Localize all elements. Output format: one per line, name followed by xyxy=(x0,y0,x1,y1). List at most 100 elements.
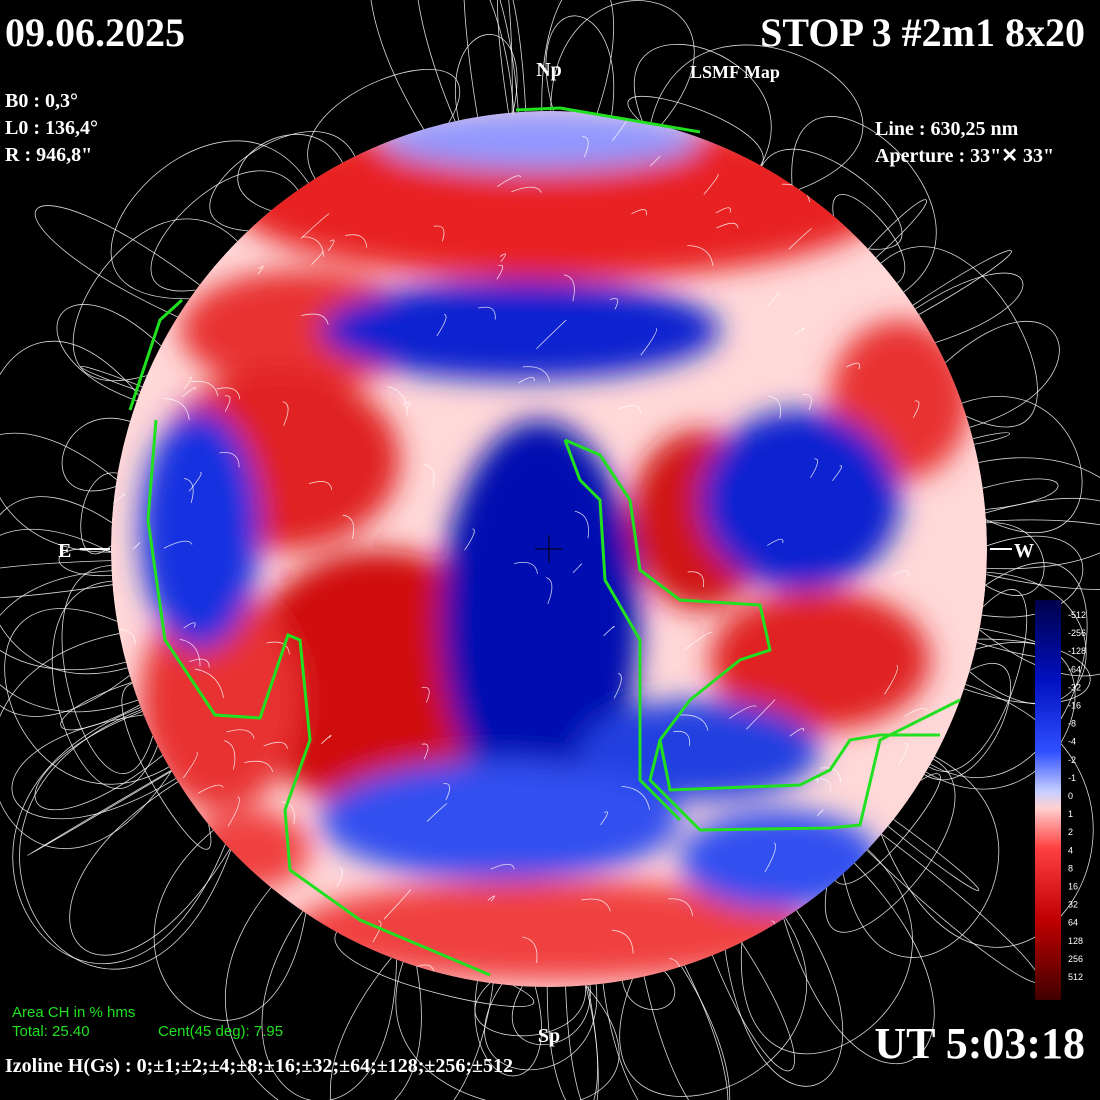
field-line xyxy=(328,239,335,251)
field-line xyxy=(345,234,368,248)
field-line xyxy=(621,971,676,1011)
field-line xyxy=(518,376,535,384)
field-line xyxy=(761,148,903,250)
field-line xyxy=(603,625,615,637)
field-line xyxy=(546,985,598,1100)
field-line xyxy=(513,561,538,574)
colorbar-label: 2 xyxy=(1068,827,1073,837)
field-line xyxy=(813,778,832,792)
field-line xyxy=(791,116,937,293)
field-line xyxy=(153,830,307,1021)
b0: B0 : 0,3° xyxy=(5,90,78,112)
field-line xyxy=(640,328,658,356)
field-line xyxy=(678,714,709,731)
colorbar-label: -64 xyxy=(1068,664,1081,674)
field-line xyxy=(618,405,642,414)
field-line xyxy=(224,740,236,770)
field-line xyxy=(574,510,589,539)
field-line xyxy=(263,741,288,749)
field-line xyxy=(188,471,202,492)
colorbar xyxy=(1035,600,1061,1000)
field-line xyxy=(209,131,356,232)
field-line xyxy=(789,727,805,737)
field-line xyxy=(802,394,812,411)
colorbar-label: 128 xyxy=(1068,936,1083,946)
field-line xyxy=(619,917,808,1097)
field-line xyxy=(724,910,844,1087)
field-line xyxy=(545,577,553,605)
field-line xyxy=(884,664,898,695)
field-line xyxy=(224,887,422,1100)
field-line xyxy=(497,175,522,187)
field-line xyxy=(842,756,1000,958)
field-line xyxy=(740,849,913,1055)
field-line xyxy=(487,895,495,902)
field-line xyxy=(898,742,908,766)
field-line xyxy=(846,362,860,370)
colorbar-label: -512 xyxy=(1068,610,1086,620)
field-line xyxy=(522,366,551,383)
field-line xyxy=(496,264,504,280)
field-line xyxy=(182,387,196,397)
field-line xyxy=(189,658,210,668)
field-line xyxy=(687,245,714,266)
field-line xyxy=(282,401,289,427)
field-line xyxy=(443,783,451,801)
field-line xyxy=(370,0,515,130)
field-line xyxy=(330,957,494,1100)
colorbar-label: 256 xyxy=(1068,954,1083,964)
field-line xyxy=(216,387,241,400)
field-line xyxy=(372,920,382,943)
field-line xyxy=(191,380,219,397)
field-line xyxy=(484,984,598,1071)
field-line xyxy=(421,743,429,760)
field-line xyxy=(132,542,141,550)
field-line xyxy=(12,706,226,964)
field-line xyxy=(581,898,611,912)
field-line xyxy=(244,760,274,773)
colorbar-label: 16 xyxy=(1068,882,1078,892)
field-line xyxy=(121,683,212,850)
field-line xyxy=(621,785,651,811)
colorbar-label: -128 xyxy=(1068,646,1086,656)
ch-heading: Area CH in % hms xyxy=(12,1004,135,1021)
colorbar-label: 0 xyxy=(1068,791,1073,801)
colorbar-label: -8 xyxy=(1068,719,1076,729)
north-label: Np xyxy=(536,59,562,81)
field-line xyxy=(197,784,224,794)
field-line xyxy=(111,493,126,506)
field-line xyxy=(545,15,614,116)
colorbar-label: 4 xyxy=(1068,845,1073,855)
field-line xyxy=(892,570,909,577)
field-line xyxy=(26,769,172,856)
field-line xyxy=(433,225,445,242)
field-line xyxy=(913,400,920,418)
field-line xyxy=(80,366,143,392)
field-line xyxy=(684,631,713,650)
field-line xyxy=(300,213,330,239)
field-line xyxy=(564,274,575,302)
field-line xyxy=(612,929,634,954)
isolines: Izoline H(Gs) : 0;±1;±2;±4;±8;±16;±32;±6… xyxy=(5,1055,513,1077)
l0: L0 : 136,4° xyxy=(5,117,98,139)
field-line xyxy=(985,498,1100,570)
field-line xyxy=(490,863,515,870)
field-line xyxy=(110,140,309,300)
field-line xyxy=(499,253,506,263)
field-line xyxy=(788,228,812,250)
field-line xyxy=(0,633,172,849)
field-line xyxy=(0,560,113,599)
field-line xyxy=(72,218,238,382)
title: STOP 3 #2m1 8x20 xyxy=(760,10,1085,55)
field-line xyxy=(219,452,240,468)
colorbar-label: 512 xyxy=(1068,972,1083,982)
field-line xyxy=(715,207,731,214)
field-line xyxy=(417,0,519,122)
field-line xyxy=(572,563,583,574)
field-line xyxy=(912,250,1012,315)
field-line xyxy=(261,911,397,1100)
field-line xyxy=(0,340,140,553)
colorbar-label: -16 xyxy=(1068,701,1081,711)
